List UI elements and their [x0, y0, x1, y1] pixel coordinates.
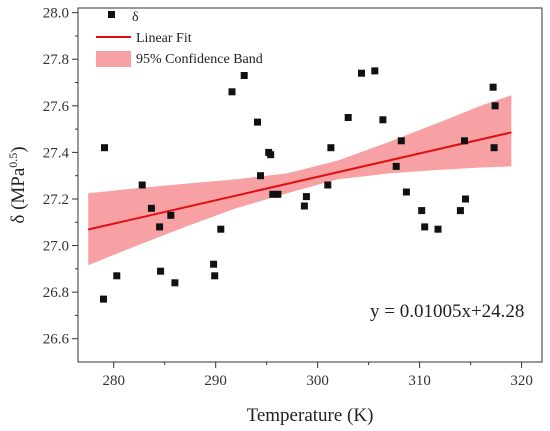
y-tick-label: 27.2 — [43, 192, 69, 208]
y-tick-label: 28.0 — [43, 6, 69, 22]
y-tick-label: 27.8 — [43, 52, 69, 68]
data-point — [210, 260, 218, 268]
legend-label-band: 95% Confidence Band — [136, 52, 263, 67]
data-point — [324, 181, 332, 189]
data-point — [379, 116, 387, 124]
data-point — [156, 223, 164, 231]
data-point — [392, 162, 400, 170]
data-point — [491, 102, 499, 110]
data-point — [100, 295, 107, 303]
data-point — [418, 207, 426, 215]
data-point — [171, 279, 179, 287]
x-tick-label: 320 — [510, 373, 533, 389]
axes-layer — [77, 7, 543, 363]
data-point — [257, 172, 264, 180]
data-point — [490, 144, 498, 152]
data-point — [402, 188, 410, 196]
data-point — [101, 144, 108, 152]
fit-equation-annotation: y = 0.01005x+24.28 — [370, 301, 524, 322]
data-point — [254, 118, 261, 126]
x-tick-label: 300 — [306, 373, 329, 389]
data-point — [300, 202, 308, 210]
data-point — [358, 69, 365, 77]
data-point — [228, 88, 236, 96]
data-point — [327, 144, 335, 152]
legend-label-fit: Linear Fit — [136, 31, 192, 46]
data-point — [462, 195, 469, 203]
data-points-layer — [100, 67, 499, 303]
data-point — [269, 190, 277, 198]
data-point — [456, 207, 464, 215]
data-point — [167, 211, 175, 219]
data-point — [302, 193, 310, 201]
data-point — [434, 225, 442, 233]
y-tick-label: 26.6 — [43, 332, 70, 348]
y-tick-label: 27.6 — [43, 99, 70, 115]
data-point — [489, 83, 497, 91]
x-tick-label: 290 — [204, 373, 227, 389]
plot-frame — [77, 7, 543, 363]
data-point — [421, 223, 429, 231]
y-tick-label: 27.4 — [43, 145, 70, 161]
y-tick-label: 26.8 — [43, 285, 69, 301]
data-point — [138, 181, 146, 189]
data-point — [240, 72, 248, 79]
data-point — [461, 137, 468, 145]
legend: δ Linear Fit 95% Confidence Band — [96, 10, 263, 67]
data-point — [344, 114, 352, 121]
legend-label-points: δ — [132, 10, 139, 25]
x-axis-title: Temperature (K) — [247, 405, 374, 426]
x-tick-label: 310 — [408, 373, 431, 389]
data-point — [397, 137, 405, 145]
fit-line-layer — [87, 131, 512, 231]
data-point — [371, 67, 379, 75]
y-axis-title-close: ) — [8, 146, 29, 152]
y-axis-title-superscript: 0.5 — [6, 153, 20, 168]
data-point — [217, 225, 225, 233]
data-point — [274, 190, 282, 198]
y-axis-title-main: δ (MPa — [8, 167, 29, 223]
linear-fit-line — [87, 131, 512, 231]
legend-marker-points — [108, 11, 115, 18]
y-axis-title: δ (MPa0.5) — [6, 146, 29, 223]
y-tick-label: 27.0 — [43, 239, 69, 255]
legend-marker-band — [96, 51, 131, 67]
data-point — [113, 272, 121, 280]
data-point — [157, 267, 165, 275]
data-point — [267, 151, 275, 159]
data-point — [211, 272, 219, 280]
ticks-layer: 280 290 300 310 320 26.6 26.8 27.0 27.2 27.4 27.6 2… — [43, 6, 533, 389]
x-tick-label: 280 — [102, 373, 125, 389]
data-point — [147, 204, 155, 212]
